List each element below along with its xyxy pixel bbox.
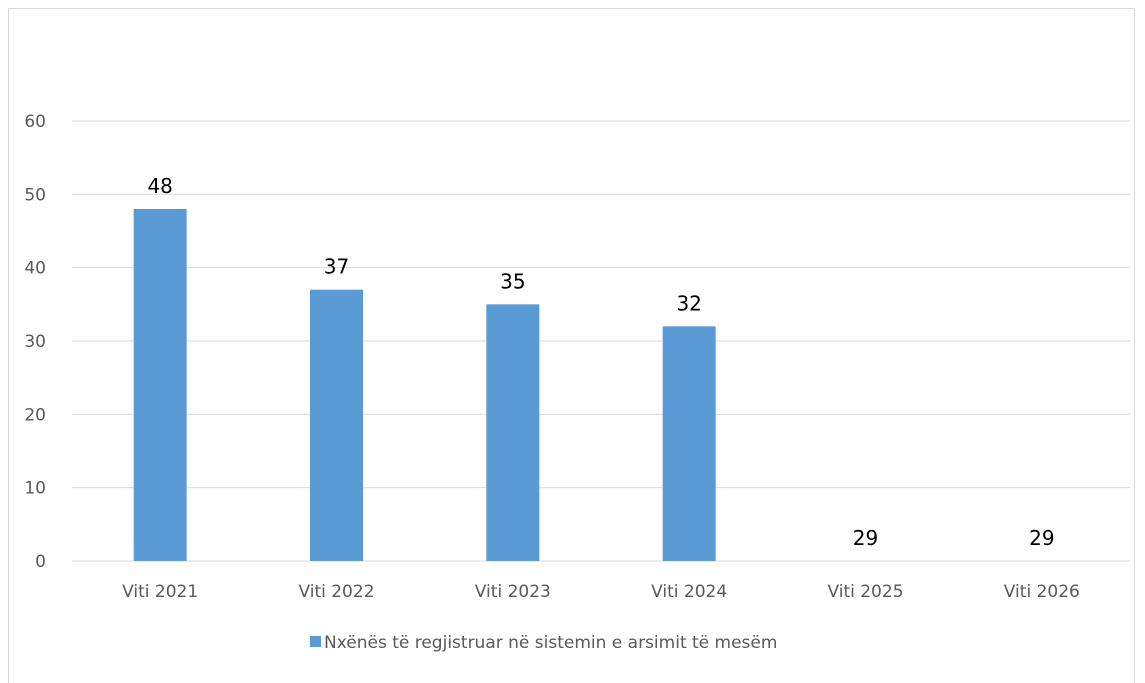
bar xyxy=(662,326,716,561)
x-tick-label: Viti 2026 xyxy=(1004,582,1080,602)
data-label: 29 xyxy=(853,526,878,550)
y-tick-label: 10 xyxy=(24,479,46,499)
legend-label: Nxënës të regjistruar në sistemin e arsi… xyxy=(324,633,777,653)
y-tick-label: 20 xyxy=(24,405,46,425)
x-axis-labels: Viti 2021 Viti 2022 Viti 2023 Viti 2024 Viti… xyxy=(122,582,1080,602)
legend-swatch xyxy=(310,636,321,647)
y-tick-label: 0 xyxy=(35,552,46,572)
x-tick-label: Viti 2021 xyxy=(122,582,198,602)
x-tick-label: Viti 2023 xyxy=(475,582,551,602)
y-tick-label: 60 xyxy=(24,112,46,132)
bars xyxy=(133,209,716,561)
data-label: 29 xyxy=(1029,526,1054,550)
data-label: 48 xyxy=(147,174,172,198)
bar xyxy=(133,209,187,561)
y-tick-label: 50 xyxy=(24,185,46,205)
x-tick-label: Viti 2022 xyxy=(298,582,374,602)
gridlines xyxy=(72,120,1130,489)
data-label: 35 xyxy=(500,269,525,293)
bar xyxy=(310,289,363,561)
y-tick-label: 30 xyxy=(24,332,46,352)
data-labels: 48 37 35 32 29 29 xyxy=(147,174,1054,550)
x-tick-label: Viti 2024 xyxy=(651,582,727,602)
bar xyxy=(486,304,540,561)
y-axis-ticks: 0 10 20 30 40 50 60 xyxy=(24,112,46,572)
data-label: 37 xyxy=(324,255,349,279)
data-label: 32 xyxy=(676,291,701,315)
y-tick-label: 40 xyxy=(24,259,46,279)
legend: Nxënës të regjistruar në sistemin e arsi… xyxy=(310,633,777,653)
x-tick-label: Viti 2025 xyxy=(827,582,903,602)
